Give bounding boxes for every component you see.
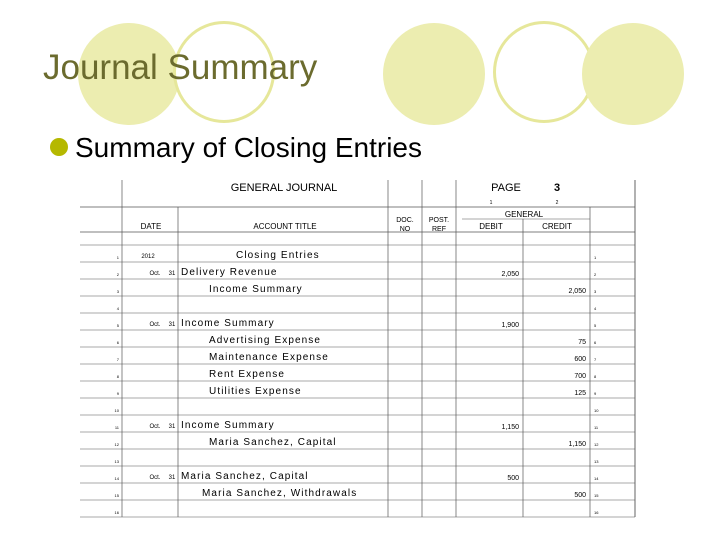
row-number-right: 3 bbox=[594, 289, 597, 294]
row-number-right: 5 bbox=[594, 323, 597, 328]
account-title: Maintenance Expense bbox=[209, 352, 329, 363]
debit-amount: 500 bbox=[507, 475, 519, 482]
account-title: Maria Sanchez, Capital bbox=[209, 437, 337, 448]
row-number: 4 bbox=[117, 306, 120, 311]
debit-amount: 1,150 bbox=[501, 424, 519, 431]
header-post-ref: POST. REF bbox=[429, 217, 449, 233]
row-number-right: 10 bbox=[594, 408, 599, 413]
row-number: 3 bbox=[117, 289, 120, 294]
row-number: 1 bbox=[117, 255, 120, 260]
date-day: 31 bbox=[169, 322, 176, 328]
row-number-right: 1 bbox=[594, 255, 597, 260]
credit-amount: 500 bbox=[574, 492, 586, 499]
header-date: DATE bbox=[141, 222, 162, 231]
general-label: GENERAL bbox=[505, 210, 544, 219]
account-title: Advertising Expense bbox=[209, 335, 321, 346]
year-value: 2012 bbox=[141, 254, 155, 260]
slide-title: Journal Summary bbox=[43, 48, 318, 87]
debit-column-mark: 1 bbox=[490, 200, 493, 206]
row-number: 5 bbox=[117, 323, 120, 328]
account-title: Income Summary bbox=[181, 420, 275, 431]
page-label: PAGE bbox=[491, 182, 521, 194]
account-title: Maria Sanchez, Capital bbox=[181, 471, 309, 482]
bullet-text: Summary of Closing Entries bbox=[75, 132, 423, 163]
account-title: Utilities Expense bbox=[209, 386, 302, 397]
row-number-right: 4 bbox=[594, 306, 597, 311]
row-number-right: 8 bbox=[594, 374, 597, 379]
credit-amount: 1,150 bbox=[568, 441, 586, 448]
debit-amount: 2,050 bbox=[501, 271, 519, 278]
row-number-right: 15 bbox=[594, 493, 599, 498]
credit-column-mark: 2 bbox=[556, 200, 559, 206]
date-day: 31 bbox=[169, 475, 176, 481]
credit-amount: 2,050 bbox=[568, 288, 586, 295]
bullet-item: Summary of Closing Entries bbox=[50, 132, 422, 164]
date-month: Oct. bbox=[149, 424, 160, 430]
account-title: Income Summary bbox=[181, 318, 275, 329]
header-debit: DEBIT bbox=[479, 222, 503, 231]
row-number: 6 bbox=[117, 340, 120, 345]
row-number-right: 6 bbox=[594, 340, 597, 345]
row-number-right: 13 bbox=[594, 459, 599, 464]
date-day: 31 bbox=[169, 271, 176, 277]
date-month: Oct. bbox=[149, 475, 160, 481]
decor-circle-1 bbox=[78, 23, 180, 125]
date-month: Oct. bbox=[149, 271, 160, 277]
debit-amount: 1,900 bbox=[501, 322, 519, 329]
account-title: Income Summary bbox=[209, 284, 303, 295]
row-number: 14 bbox=[115, 476, 120, 481]
row-number: 8 bbox=[117, 374, 120, 379]
account-title: Closing Entries bbox=[236, 250, 320, 261]
journal-heading: GENERAL JOURNAL bbox=[231, 182, 338, 194]
row-number-right: 14 bbox=[594, 476, 599, 481]
date-day: 31 bbox=[169, 424, 176, 430]
row-number: 10 bbox=[115, 408, 120, 413]
row-number-right: 11 bbox=[594, 425, 599, 430]
header-credit: CREDIT bbox=[542, 222, 572, 231]
account-title: Rent Expense bbox=[209, 369, 285, 380]
decor-circle-5 bbox=[582, 23, 684, 125]
bullet-dot-icon bbox=[50, 137, 68, 156]
decor-circle-3 bbox=[383, 23, 485, 125]
row-number: 16 bbox=[115, 510, 120, 515]
row-number: 2 bbox=[117, 272, 120, 277]
row-number-right: 9 bbox=[594, 391, 597, 396]
credit-amount: 600 bbox=[574, 356, 586, 363]
row-number: 7 bbox=[117, 357, 120, 362]
row-number: 11 bbox=[115, 425, 120, 430]
account-title: Maria Sanchez, Withdrawals bbox=[202, 488, 357, 499]
row-number: 15 bbox=[115, 493, 120, 498]
date-month: Oct. bbox=[149, 322, 160, 328]
header-doc-no: DOC. NO bbox=[396, 217, 414, 233]
row-number-right: 16 bbox=[594, 510, 599, 515]
row-number-right: 2 bbox=[594, 272, 597, 277]
row-number-right: 7 bbox=[594, 357, 597, 362]
account-title: Delivery Revenue bbox=[181, 267, 278, 278]
row-number: 12 bbox=[115, 442, 120, 447]
header-account-title: ACCOUNT TITLE bbox=[253, 222, 316, 231]
credit-amount: 700 bbox=[574, 373, 586, 380]
row-number: 9 bbox=[117, 391, 120, 396]
page-number: 3 bbox=[554, 182, 560, 194]
row-number: 13 bbox=[115, 459, 120, 464]
decor-circle-2 bbox=[173, 21, 275, 123]
journal-grid bbox=[80, 180, 636, 518]
credit-amount: 75 bbox=[578, 339, 586, 346]
credit-amount: 125 bbox=[574, 390, 586, 397]
row-number-right: 12 bbox=[594, 442, 599, 447]
